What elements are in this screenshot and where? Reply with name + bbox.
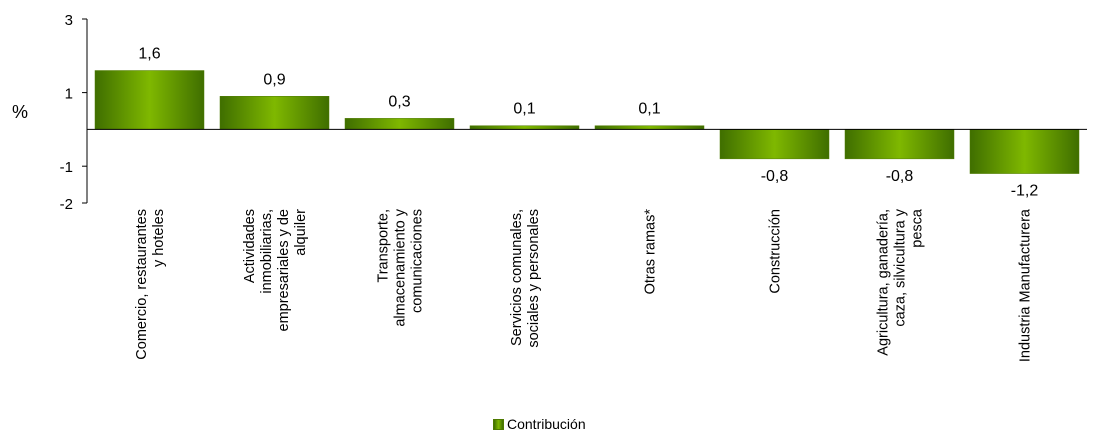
category-label-line: Actividades — [242, 209, 258, 283]
bar — [469, 125, 580, 130]
category-label-line: Otras ramas* — [643, 209, 659, 295]
category-label-line: Transporte, — [376, 209, 392, 283]
category-label-line: Industria Manufacturera — [1018, 208, 1034, 362]
category-label: Otras ramas* — [643, 209, 659, 295]
data-label: 0,9 — [263, 71, 285, 88]
y-tick-label: 3 — [65, 12, 73, 29]
legend: Contribución — [493, 416, 586, 432]
data-label: 0,1 — [513, 101, 535, 118]
bar — [219, 96, 330, 130]
data-label: 0,1 — [638, 101, 660, 118]
bar — [844, 129, 955, 160]
category-label: Construcción — [768, 209, 784, 294]
category-label: Servicios comunales,sociales y personale… — [509, 209, 542, 348]
category-label-line: y hoteles — [151, 209, 167, 267]
y-tick-label: 1 — [65, 86, 73, 103]
data-label: -0,8 — [761, 168, 789, 185]
bar — [969, 129, 1080, 174]
category-label-line: Comercio, restaurantes — [134, 209, 150, 360]
data-label: 0,3 — [388, 93, 410, 110]
category-label: Industria Manufacturera — [1018, 208, 1034, 362]
bar — [94, 70, 205, 130]
category-label: Comercio, restaurantesy hoteles — [134, 209, 167, 360]
category-label: Transporte,almacenamiento ycomunicacione… — [376, 208, 426, 326]
category-label-line: empresariales y de — [276, 209, 292, 332]
category-label-line: sociales y personales — [526, 209, 542, 348]
y-tick-label: -1 — [60, 159, 73, 176]
category-label-line: inmobiliarias, — [259, 209, 275, 294]
y-tick-label: -2 — [60, 196, 73, 213]
category-label-line: Servicios comunales, — [509, 209, 525, 346]
category-label-line: almacenamiento y — [393, 208, 409, 326]
data-label: 1,6 — [138, 46, 160, 63]
y-axis-label: % — [12, 102, 28, 122]
category-label-line: alquiler — [293, 209, 309, 256]
legend-label: Contribución — [507, 416, 586, 432]
data-label: -1,2 — [1011, 183, 1039, 200]
category-label: Actividadesinmobiliarias,empresariales y… — [242, 209, 309, 332]
category-label-line: caza, silvicultura y — [893, 208, 909, 326]
legend-swatch — [493, 418, 504, 430]
category-label-line: comunicaciones — [410, 209, 426, 313]
category-label-line: pesca — [910, 208, 926, 248]
data-label: -0,8 — [886, 168, 914, 185]
bar — [719, 129, 830, 160]
bar — [344, 118, 455, 130]
bar — [594, 125, 705, 130]
category-label: Agricultura, ganadería,caza, silvicultur… — [876, 208, 926, 356]
category-label-line: Construcción — [768, 209, 784, 294]
category-label-line: Agricultura, ganadería, — [876, 209, 892, 356]
